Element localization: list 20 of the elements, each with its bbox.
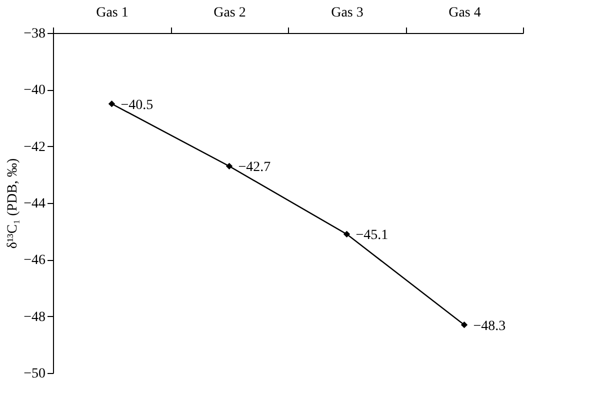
data-label: −45.1 bbox=[356, 228, 388, 244]
point bbox=[108, 100, 116, 108]
x-tick-label: Gas 2 bbox=[214, 6, 246, 20]
y-tick-label: −44 bbox=[24, 196, 46, 212]
y-tick-label: −40 bbox=[24, 83, 46, 98]
y-tick-label: −46 bbox=[24, 253, 46, 268]
data-label: −48.3 bbox=[473, 318, 506, 334]
x-tick-label: Gas 3 bbox=[331, 6, 364, 20]
y-axis-title: δ¹³C₁ (PDB, ‰) bbox=[6, 158, 21, 249]
data-label: −40.5 bbox=[120, 98, 154, 113]
point bbox=[226, 162, 233, 170]
y-tick-label: −48 bbox=[24, 310, 46, 325]
x-tick-label: Gas 1 bbox=[96, 6, 128, 20]
y-tick-label: −38 bbox=[24, 26, 46, 42]
point bbox=[460, 321, 468, 328]
y-tick-label: −50 bbox=[24, 366, 46, 382]
point bbox=[343, 230, 350, 238]
y-tick-label: −42 bbox=[24, 140, 46, 155]
x-tick-label: Gas 4 bbox=[448, 6, 481, 20]
data-label: −42.7 bbox=[238, 160, 271, 176]
